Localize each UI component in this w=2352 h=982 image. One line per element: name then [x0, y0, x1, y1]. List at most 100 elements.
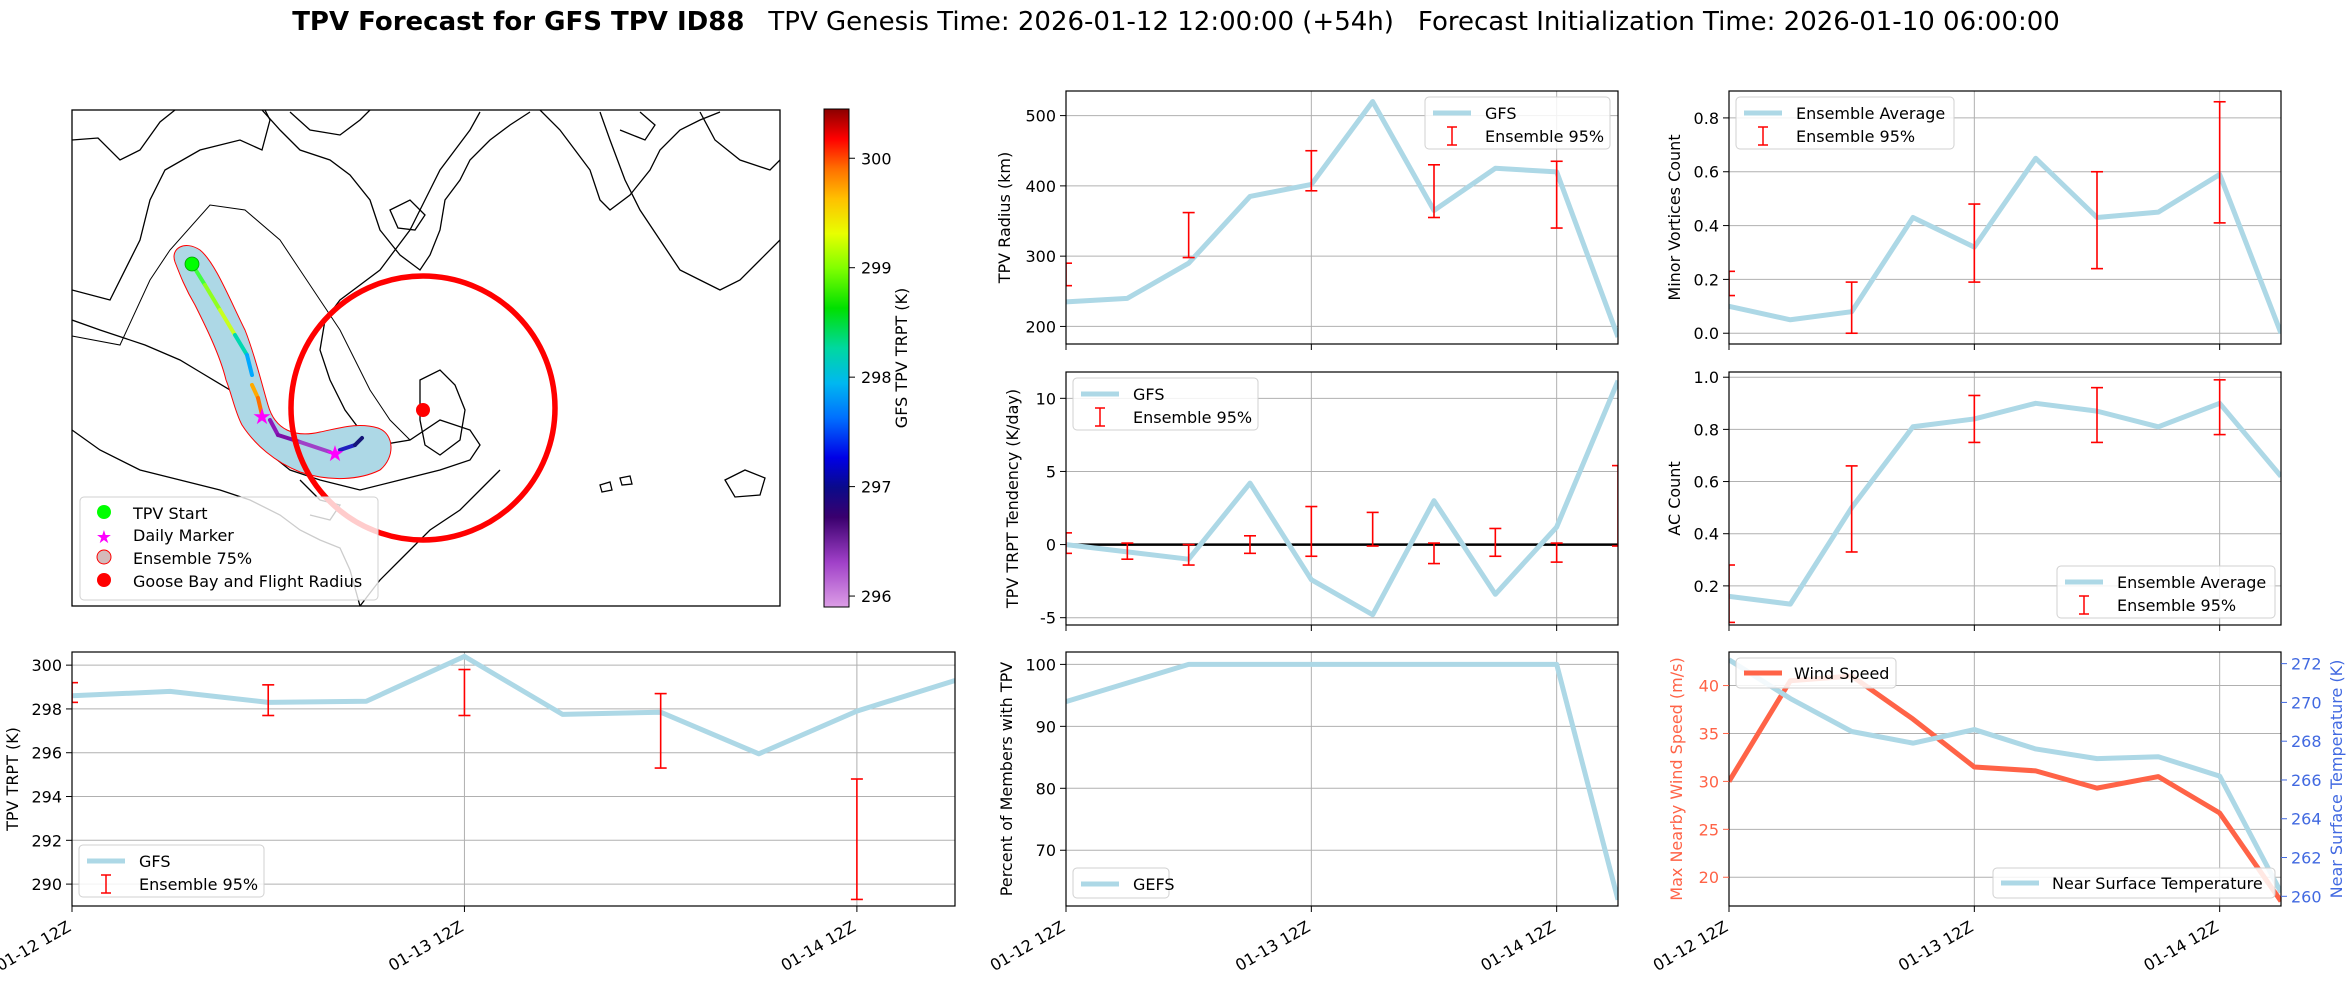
y-tick-label: 1.0: [1694, 368, 1719, 387]
x-tick-label: 01-12 12Z: [987, 917, 1068, 975]
ensemble-errorbar: [1550, 542, 1563, 563]
y-tick-label: 70: [1036, 841, 1056, 860]
y-tick-label: 35: [1699, 724, 1719, 743]
y-tick-label: 100: [1025, 655, 1056, 674]
y-tick-label: 292: [31, 831, 62, 850]
track-segment: [338, 443, 357, 452]
map-legend-entry: Ensemble 75%: [133, 549, 252, 568]
y-tick-label: 0.4: [1694, 217, 1719, 236]
axes-frame: [1728, 651, 2282, 907]
map-legend: TPV Start ★ Daily Marker Ensemble 75% Go…: [79, 496, 379, 601]
y2-tick-label: 266: [2291, 771, 2322, 790]
chart-legend: GEFS: [1072, 867, 1175, 899]
legend-label: Ensemble Average: [1796, 104, 1945, 123]
y2-tick-label: 260: [2291, 887, 2322, 906]
chart-legend: GFS Ensemble 95%: [1072, 377, 1259, 431]
y2-tick-label: 262: [2291, 849, 2322, 868]
y-axis-label: Minor Vortices Count: [1665, 134, 1684, 300]
ensemble-errorbar: [2213, 100, 2226, 224]
track-segment: [256, 396, 264, 417]
x-tick-label: 01-12 12Z: [0, 917, 74, 975]
legend-label: Ensemble 95%: [1796, 127, 1915, 146]
y-tick-label: 80: [1036, 779, 1056, 798]
legend-star-icon: ★: [96, 527, 112, 548]
axes-frame: [1065, 651, 1619, 907]
y-tick-label: 30: [1699, 772, 1719, 791]
legend-label: GFS: [1133, 385, 1164, 404]
track-segment: [268, 418, 280, 437]
series-line-gfs: [1066, 379, 1618, 618]
legend-label: Ensemble 95%: [1485, 127, 1604, 146]
legend-label: Ensemble 95%: [139, 875, 258, 894]
y-tick-label: 200: [1025, 317, 1056, 336]
y2-axis-label: Near Surface Temperature (K): [2327, 660, 2346, 899]
track-segment: [218, 308, 237, 337]
y-tick-label: 290: [31, 875, 62, 894]
y-tick-label: 296: [31, 744, 62, 763]
y-axis-label: TPV TRPT Tendency (K/day): [1003, 389, 1022, 609]
goose-bay-marker: [416, 403, 430, 417]
ensemble-errorbar: [1066, 262, 1072, 287]
chart-members: 70 80 90 100 Percent of Members with TPV 01-1…: [987, 651, 1619, 975]
chart-legend: Ensemble Average Ensemble 95%: [1735, 96, 1955, 150]
y2-tick-label: 272: [2291, 655, 2322, 674]
y-tick-label: 298: [31, 700, 62, 719]
ensemble-errorbar: [1428, 542, 1440, 565]
y-tick-label: 0: [1046, 536, 1056, 555]
plot-content: [1729, 100, 2281, 335]
legend-frame: [1072, 867, 1170, 899]
axes-frame: [1065, 371, 1619, 626]
y-axis-label: Max Nearby Wind Speed (m/s): [1667, 657, 1686, 900]
ensemble-errorbar: [1729, 564, 1735, 624]
figure-title-genesis: TPV Genesis Time: 2026-01-12 12:00:00 (+…: [767, 7, 1394, 37]
series-line-gfs: [1066, 99, 1618, 338]
map-border-line: [71, 204, 411, 441]
ensemble-errorbar: [1366, 511, 1379, 547]
ensemble-errorbar: [1550, 160, 1563, 229]
plot-area: [1729, 652, 2281, 906]
colorbar: 296 297 298 299 300 GFS TPV TRPT (K): [823, 108, 911, 608]
flight-radius-circle: [288, 273, 558, 543]
series-line-gfs: [72, 653, 955, 757]
legend-frame: [1992, 867, 2276, 899]
legend-frame: [1424, 96, 1611, 150]
legend-frame: [78, 844, 265, 898]
chart-tendency: -5 0 5 10 TPV TRPT Tendency (K/day) GFS Ensemb…: [1003, 371, 1619, 631]
y-tick-label: 500: [1025, 107, 1056, 126]
ensemble-errorbar: [2091, 170, 2103, 270]
series-line-temperature: [1729, 657, 2281, 894]
plot-content: [1066, 379, 1618, 618]
ensemble-errorbar: [1182, 211, 1195, 259]
track-segment: [250, 383, 260, 400]
axes-frame: [1728, 90, 2282, 345]
daily-marker: ★: [252, 405, 272, 430]
x-tick-label: 01-12 12Z: [1650, 917, 1731, 975]
series-line-ensemble-average: [1729, 155, 2281, 335]
plot-content: [72, 653, 955, 901]
colorbar-gradient: [823, 108, 850, 608]
y-tick-label: 400: [1025, 177, 1056, 196]
y-axis-label: AC Count: [1665, 461, 1684, 535]
legend-label: GFS: [1485, 104, 1516, 123]
y-tick-label: 5: [1046, 462, 1056, 481]
legend-label: Near Surface Temperature: [2052, 874, 2263, 893]
y-tick-label: 20: [1699, 868, 1719, 887]
y2-tick-label: 268: [2291, 732, 2322, 751]
ensemble-errorbar: [458, 668, 471, 717]
ensemble-errorbar: [2091, 386, 2103, 444]
track-segment: [298, 440, 332, 454]
map-legend-entry: Goose Bay and Flight Radius: [133, 572, 362, 591]
track-segment: [233, 333, 249, 357]
colorbar-label: GFS TPV TRPT (K): [892, 288, 911, 428]
ensemble-errorbar: [262, 684, 275, 717]
legend-label: GFS: [139, 852, 170, 871]
x-tick-label: 01-13 12Z: [1895, 917, 1976, 975]
tpv-start-marker: [184, 256, 200, 272]
x-tick-label: 01-13 12Z: [1232, 917, 1313, 975]
y-tick-label: 0.4: [1694, 525, 1719, 544]
figure-title-bold: TPV Forecast for GFS TPV ID88: [292, 7, 744, 37]
y-tick-label: -5: [1040, 609, 1056, 628]
map-panel: ★ ★ TPV Start ★ Daily Marker Ensemble 75…: [71, 109, 781, 607]
legend-frame: [2056, 565, 2276, 619]
